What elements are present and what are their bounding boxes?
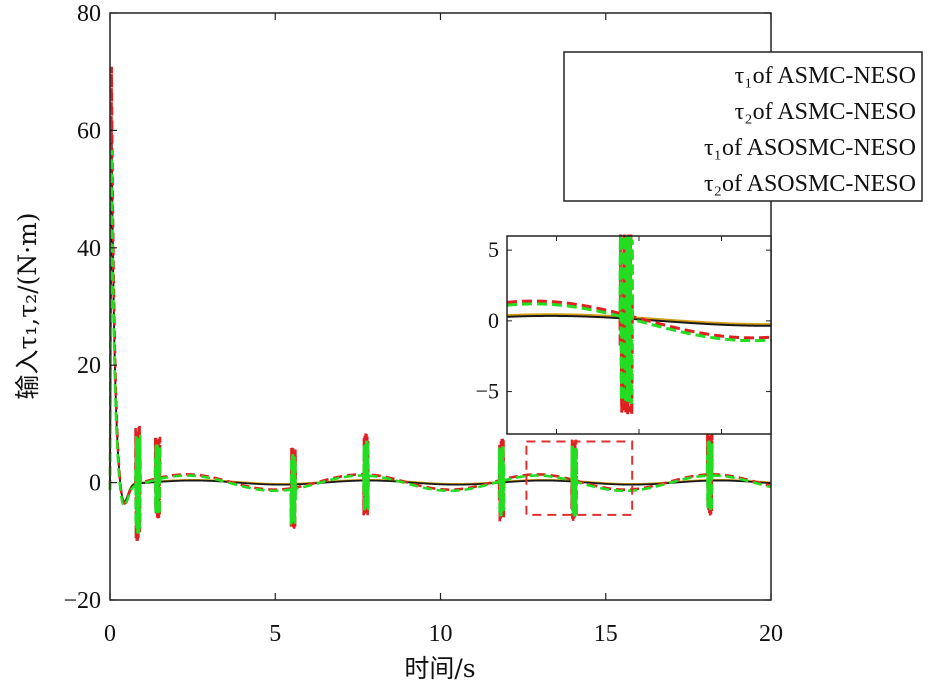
- y-tick-label: 20: [77, 353, 101, 379]
- inset-plot: 5 0 −5: [476, 234, 772, 435]
- legend-box: [563, 51, 923, 202]
- x-axis-label: 时间/s: [404, 654, 475, 683]
- inset-y-tick-label: 0: [488, 308, 499, 333]
- inset-series-line-4: [506, 235, 772, 405]
- x-tick-label: 20: [759, 621, 783, 647]
- inset-series-line-2: [506, 313, 771, 326]
- y-tick-label: 80: [77, 1, 101, 27]
- y-tick-label: 60: [77, 118, 101, 144]
- inset-y-tick-label: −5: [476, 379, 499, 404]
- legend-items: τ₁of ASMC-NESO τ₂of ASMC-NESO τ₁of ASOSMC-…: [704, 63, 916, 197]
- legend-entry-2: τ₂of ASMC-NESO: [735, 99, 916, 125]
- inset-y-tick-label: 5: [488, 237, 499, 262]
- y-axis-label: 输入τ₁,τ₂/(N·m): [13, 212, 42, 399]
- legend: τ₁of ASMC-NESO τ₂of ASMC-NESO τ₁of ASOSMC-…: [563, 51, 923, 202]
- legend-entry-4: τ₂of ASOSMC-NESO: [704, 171, 916, 197]
- y-tick-label: 0: [89, 471, 101, 497]
- x-tick-label: 15: [594, 621, 618, 647]
- inset-tick-labels: 5 0 −5: [476, 237, 499, 403]
- x-tick-label: 10: [429, 621, 453, 647]
- legend-entry-3: τ₁of ASOSMC-NESO: [704, 135, 916, 161]
- x-tick-label: 0: [104, 621, 116, 647]
- inset-series-line-1: [506, 314, 772, 327]
- inset-tick-marks: [507, 236, 771, 434]
- main-series-group: [108, 66, 772, 541]
- y-tick-label: 40: [77, 236, 101, 262]
- inset-series-group: [506, 234, 772, 415]
- x-tick-label: 5: [269, 621, 281, 647]
- inset-background: [507, 236, 771, 434]
- y-tick-label: −20: [63, 588, 101, 614]
- y-tick-labels: −20 0 20 40 60 80: [63, 1, 101, 614]
- zoom-region-box: [525, 440, 634, 516]
- legend-entry-1: τ₁of ASMC-NESO: [735, 63, 916, 89]
- x-tick-labels: 0 5 10 15 20: [104, 621, 783, 647]
- series-line-4: [108, 150, 772, 534]
